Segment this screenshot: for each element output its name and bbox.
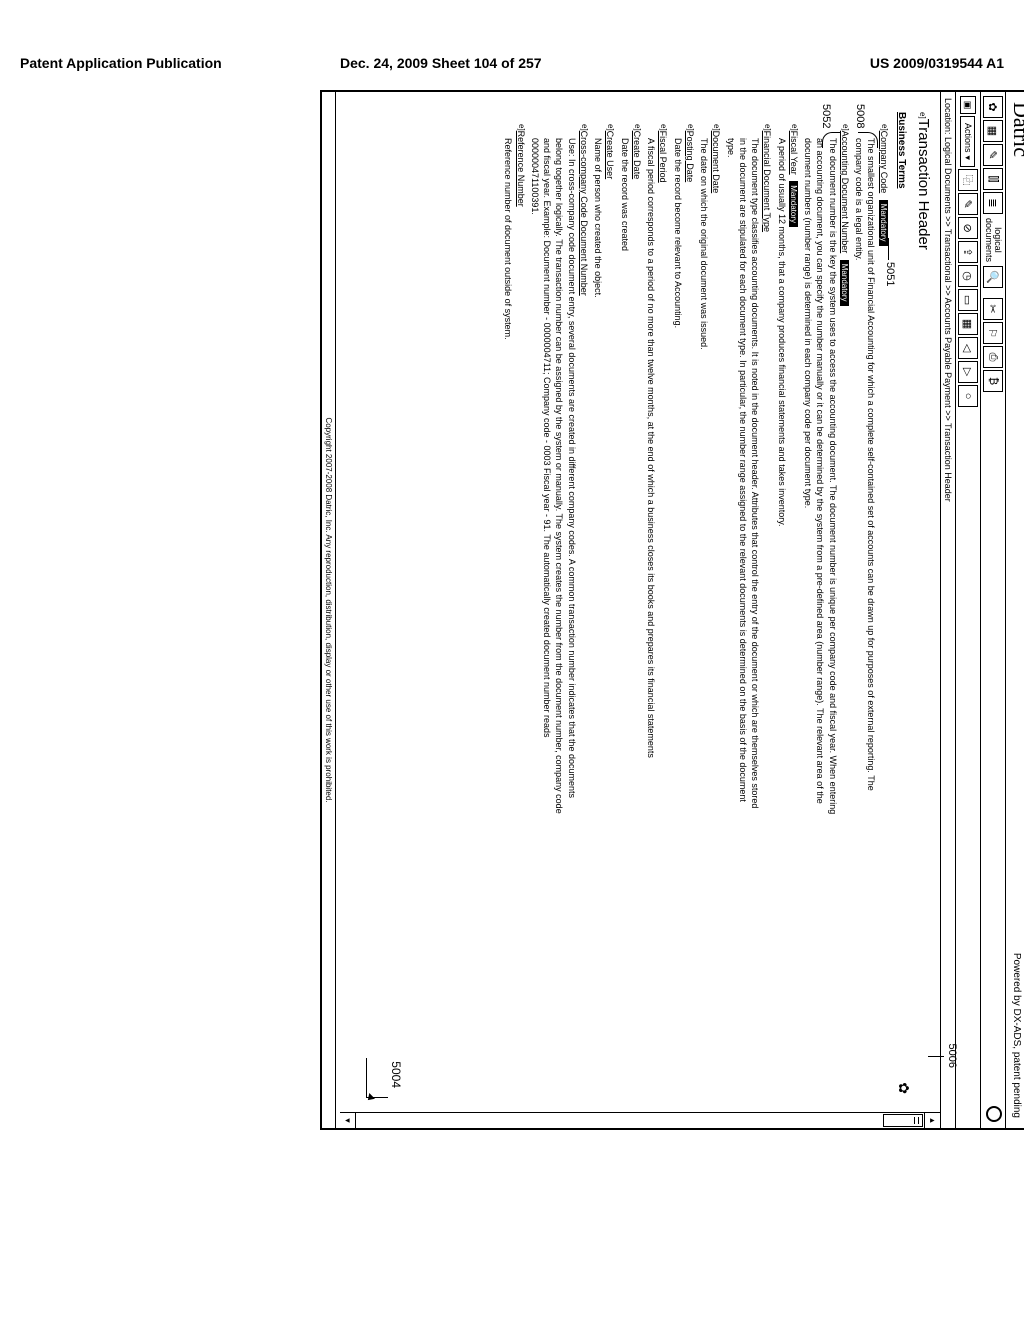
search-icon[interactable]: 🔍 xyxy=(983,266,1003,288)
ref-5004: 5004 xyxy=(388,1061,403,1088)
gear-icon[interactable]: ✿ xyxy=(895,1082,913,1094)
content-area: 5006 e]Transaction Header ✿ Business Ter… xyxy=(340,92,940,1128)
header-right: US 2009/0319544 A1 xyxy=(870,55,1004,71)
currency-icon[interactable]: ₿ xyxy=(983,370,1003,392)
scroll-down-icon[interactable]: ▾ xyxy=(340,1113,356,1128)
books-icon[interactable]: ⫿⫿ xyxy=(983,168,1003,190)
title-bar: Datric You are logged on as jdoerre | Lo… xyxy=(1006,92,1024,1128)
field-reference-number: e]Reference Number Reference number of d… xyxy=(502,124,526,1118)
breadcrumb: Location: Logical Documents >> Transacti… xyxy=(940,92,955,1128)
upload-icon[interactable]: ⇪ xyxy=(958,241,978,263)
field-fiscal-year: e]Fiscal Year Mandatory A period of usua… xyxy=(776,124,800,1118)
ref-5008: 5008 xyxy=(852,104,866,128)
header-center: Dec. 24, 2009 Sheet 104 of 257 xyxy=(340,55,542,71)
actions-dropdown[interactable]: Actions▾ xyxy=(961,116,976,167)
field-financial-document-type: e]Financial Document Type The document t… xyxy=(725,124,773,1118)
app-title: Datric xyxy=(1008,102,1024,157)
list-icon[interactable]: ≣ xyxy=(983,192,1003,214)
ref-5052: 5052 xyxy=(818,104,832,128)
figure-page: Datric You are logged on as jdoerre | Lo… xyxy=(0,230,1024,990)
field-fiscal-period: e]Fiscal Period A fiscal period correspo… xyxy=(645,124,669,1118)
scroll-thumb[interactable] xyxy=(883,1114,923,1127)
field-cross-company-code-document-number: e]Cross-company Code Document Number Use… xyxy=(529,124,589,1118)
export-icon[interactable]: ▭ xyxy=(958,289,978,311)
stop-icon[interactable]: ○ xyxy=(958,385,978,407)
page-flag-icon[interactable]: ⚐ xyxy=(983,322,1003,344)
copy-icon[interactable]: ⿻ xyxy=(958,169,978,191)
actions-toolbar: ▣ Actions▾ ⿻ ✎ ⊘ ⇪ ◷ ▭ ▦ ◁ ▷ ○ xyxy=(955,92,980,1128)
grid-icon[interactable]: ▦ xyxy=(983,120,1003,142)
app-window: Datric You are logged on as jdoerre | Lo… xyxy=(320,90,1024,1130)
ref-5051: 5051 xyxy=(882,262,896,286)
wrench-icon[interactable]: ✎ xyxy=(983,144,1003,166)
clock-icon[interactable]: ◷ xyxy=(958,265,978,287)
business-terms-heading: Business Terms xyxy=(895,112,908,189)
arrow-5004 xyxy=(366,1058,388,1098)
field-posting-date: e]Posting Date Date the record become re… xyxy=(672,124,696,1118)
print-icon[interactable]: ⎙ xyxy=(983,346,1003,368)
scroll-up-icon[interactable]: ▴ xyxy=(924,1113,940,1128)
cut-icon[interactable]: ✂ xyxy=(983,298,1003,320)
entity-title: e]Transaction Header xyxy=(913,112,932,1118)
link-icon[interactable]: ⊘ xyxy=(958,217,978,239)
entity-detail: e]Transaction Header ✿ Business Terms 50… xyxy=(340,92,940,1128)
ref-5006: 5006 xyxy=(946,1044,958,1068)
field-accounting-document-number: e]Accounting Document Number Mandatory T… xyxy=(802,124,850,1118)
vertical-scrollbar[interactable]: ▴ ▾ xyxy=(340,1112,940,1128)
forward-icon[interactable]: ▷ xyxy=(958,361,978,383)
header-left: Patent Application Publication xyxy=(20,55,222,71)
back-icon[interactable]: ◁ xyxy=(958,337,978,359)
tag-icon[interactable]: ✎ xyxy=(958,193,978,215)
field-create-user: e]Create User Name of person who created… xyxy=(592,124,616,1118)
copyright-footer: Copyright 2007-2008 Datric, Inc. Any rep… xyxy=(322,92,336,1128)
logical-documents-label: logical documents xyxy=(984,218,1002,262)
doc-icon[interactable]: ▣ xyxy=(960,96,976,114)
table-icon[interactable]: ▦ xyxy=(958,313,978,335)
field-create-date: e]Create Date Date the record was create… xyxy=(619,124,643,1118)
globe-icon[interactable]: ✿ xyxy=(983,96,1003,118)
main-toolbar: ✿ ▦ ✎ ⫿⫿ ≣ logical documents 🔍 ✂ ⚐ ⎙ ₿ xyxy=(980,92,1006,1128)
field-document-date: e]Document Date The date on which the or… xyxy=(698,124,722,1118)
refresh-icon[interactable] xyxy=(986,1106,1002,1122)
login-info: You are logged on as jdoerre | Log Out P… xyxy=(1010,946,1024,1118)
